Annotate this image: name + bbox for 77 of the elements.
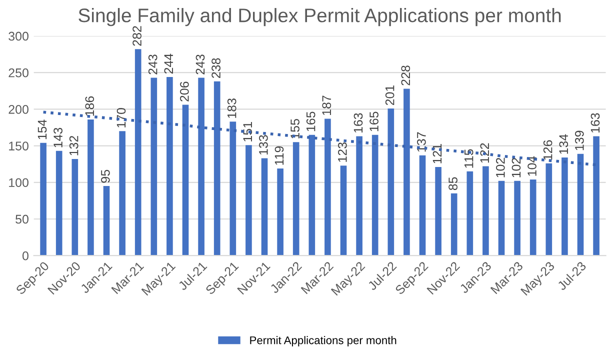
- data-label: 123: [338, 142, 347, 162]
- bar: [198, 78, 204, 256]
- data-label: 119: [274, 146, 284, 165]
- bar: [308, 134, 316, 256]
- data-label: 139: [575, 130, 584, 150]
- bar: [56, 150, 62, 256]
- bar: [562, 158, 568, 256]
- legend-label: Permit Applications per month: [250, 336, 396, 346]
- data-label: 143: [54, 128, 62, 148]
- bar: [340, 166, 347, 256]
- data-label: 163: [590, 113, 600, 133]
- data-label: 187: [322, 96, 332, 115]
- bar: [292, 142, 300, 256]
- bar: [419, 155, 426, 256]
- bar: [466, 171, 474, 256]
- bar: [277, 168, 284, 256]
- bar: [546, 163, 552, 256]
- data-label: 102: [512, 158, 521, 178]
- data-label: 115: [464, 149, 474, 168]
- data-label: 102: [496, 158, 505, 178]
- bar: [593, 136, 600, 256]
- bar: [388, 108, 394, 256]
- data-label: 121: [432, 144, 442, 164]
- data-label: 228: [401, 66, 410, 86]
- bar: [230, 122, 236, 256]
- data-label: 132: [69, 136, 78, 156]
- bar: [40, 142, 46, 256]
- bar: [577, 154, 584, 256]
- bar: [166, 76, 173, 256]
- data-label: 244: [164, 54, 173, 74]
- bar: [214, 81, 220, 256]
- bar: [246, 145, 252, 256]
- data-label: 201: [385, 85, 394, 106]
- data-label: 126: [543, 140, 552, 160]
- data-label: 122: [480, 143, 489, 163]
- data-label: 85: [448, 177, 458, 190]
- data-label: 134: [559, 134, 568, 154]
- y-tick-label: 50: [16, 214, 28, 224]
- data-label: 165: [370, 112, 378, 132]
- data-label: 282: [132, 26, 142, 46]
- data-label: 243: [148, 54, 158, 74]
- bar: [261, 158, 268, 256]
- bar: [372, 134, 378, 256]
- y-tick-label: 150: [9, 142, 28, 150]
- data-label: 243: [196, 54, 205, 74]
- bar: [404, 88, 410, 256]
- chart-title: Single Family and Duplex Permit Applications per month: [78, 8, 561, 26]
- bar: [514, 180, 520, 256]
- data-label: 183: [227, 98, 236, 118]
- bar: [88, 119, 94, 256]
- y-tick-label: 300: [8, 32, 28, 41]
- y-tick-label: 0: [22, 251, 28, 260]
- bar: [450, 193, 458, 256]
- data-label: 151: [243, 122, 252, 142]
- bar: [72, 158, 78, 256]
- bar: [324, 118, 331, 256]
- bar: [134, 49, 142, 256]
- bar: [498, 180, 505, 256]
- bar: [103, 186, 110, 256]
- data-label: 133: [259, 135, 268, 155]
- y-tick-label: 200: [8, 105, 28, 114]
- data-label: 163: [354, 113, 363, 133]
- data-label: 238: [212, 58, 220, 78]
- bar: [119, 131, 126, 256]
- bar: [150, 78, 158, 256]
- data-label: 154: [38, 120, 47, 140]
- y-tick-label: 100: [9, 178, 28, 188]
- bar: [182, 104, 189, 256]
- data-label: 95: [101, 170, 110, 183]
- bar: [435, 167, 442, 256]
- data-label: 206: [180, 82, 189, 102]
- data-label: 186: [85, 96, 94, 116]
- bar: [356, 136, 362, 256]
- y-tick-label: 250: [8, 68, 28, 78]
- data-label: 165: [306, 112, 316, 132]
- bar: [530, 179, 536, 256]
- bar: [482, 166, 489, 256]
